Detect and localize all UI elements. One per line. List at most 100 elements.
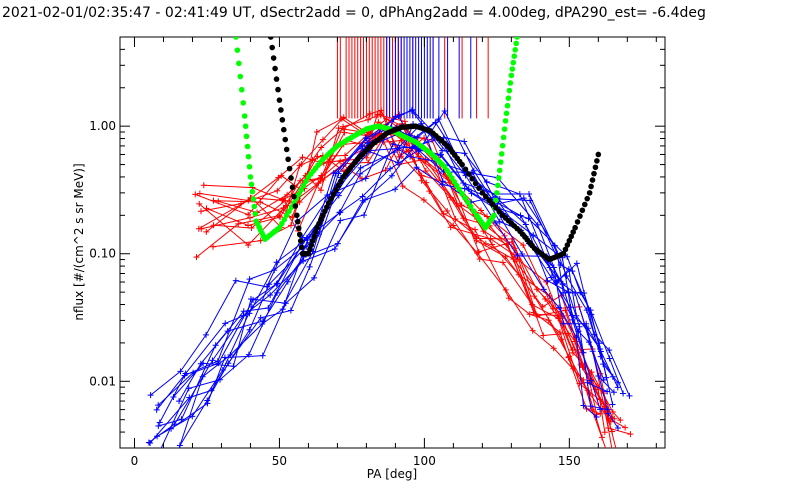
red-series-point xyxy=(340,114,347,121)
black-curve-dot xyxy=(579,207,586,214)
green-curve-dot xyxy=(250,196,257,202)
green-curve-dot xyxy=(241,113,248,119)
red-series-point xyxy=(278,172,285,179)
green-curve-dot xyxy=(508,72,515,79)
green-curve-dot xyxy=(514,37,520,40)
blue-series-point xyxy=(567,304,574,311)
blue-series-point xyxy=(441,108,448,115)
blue-series-point xyxy=(266,281,273,288)
blue-series-point xyxy=(496,218,503,225)
blue-series-point xyxy=(267,291,274,298)
blue-series-point xyxy=(173,454,179,460)
blue-series-point xyxy=(603,374,610,381)
blue-series-point xyxy=(559,280,566,287)
blue-series-point xyxy=(311,274,318,281)
blue-series-point xyxy=(274,280,281,287)
blue-series-point xyxy=(614,384,621,391)
red-series-point xyxy=(543,278,550,285)
blue-series-point xyxy=(614,425,621,432)
green-curve-dot xyxy=(238,86,245,93)
green-curve-dot xyxy=(244,143,251,150)
red-series-point xyxy=(277,214,284,221)
red-series-point xyxy=(447,194,454,201)
black-curve-dot xyxy=(479,190,486,196)
green-curve-dot xyxy=(510,59,517,66)
green-curve-dot xyxy=(279,220,285,227)
black-curve-dot xyxy=(292,203,299,209)
green-curve-dot xyxy=(246,163,253,170)
red-series-point xyxy=(200,182,207,189)
black-curve-dot xyxy=(595,151,602,158)
black-curve-dot xyxy=(275,86,281,93)
green-curve-dot xyxy=(295,191,302,198)
blue-series-point xyxy=(362,175,369,182)
green-curve-dot xyxy=(500,134,507,141)
blue-series-point xyxy=(597,353,604,360)
red-series-point xyxy=(378,107,385,114)
blue-series-point xyxy=(540,286,547,293)
blue-series-point xyxy=(150,463,156,469)
black-curve-dot xyxy=(325,200,332,206)
green-curve-dot xyxy=(240,100,247,106)
black-curve-dot xyxy=(476,185,482,191)
black-curve-dot xyxy=(307,246,313,253)
red-series-point xyxy=(196,200,203,207)
green-curve-dot xyxy=(303,178,309,185)
green-curve-dot xyxy=(493,197,499,204)
red-series-point xyxy=(399,183,406,190)
red-series-trace xyxy=(200,116,601,415)
red-series-point xyxy=(245,211,252,218)
red-series-point xyxy=(376,111,383,118)
red-series-point xyxy=(627,431,634,438)
red-series-point xyxy=(248,224,255,231)
blue-series-point xyxy=(597,406,604,413)
black-curve-dot xyxy=(308,242,315,248)
red-series-point xyxy=(315,180,322,187)
red-series-point xyxy=(209,243,216,250)
green-curve-dot xyxy=(507,80,514,86)
blue-series-point xyxy=(330,170,337,177)
black-curve-dot xyxy=(568,233,575,240)
blue-series-point xyxy=(274,289,281,296)
red-series-point xyxy=(317,187,324,194)
red-series-point xyxy=(282,197,289,204)
black-curve-dot xyxy=(294,212,300,219)
blue-series-point xyxy=(232,277,239,284)
black-curve-dot xyxy=(466,171,472,177)
green-curve-dot xyxy=(459,190,465,197)
red-series-point xyxy=(606,456,612,462)
green-curve-dot xyxy=(234,47,241,53)
green-curve xyxy=(233,37,520,242)
red-series-point xyxy=(203,228,210,235)
red-series-point xyxy=(418,172,425,179)
green-curve-dot xyxy=(243,133,250,140)
red-series-point xyxy=(319,136,326,143)
y-axis-label: nflux [#/(cm^2 s sr MeV)] xyxy=(72,163,86,320)
blue-series-point xyxy=(563,273,570,280)
blue-series-point xyxy=(147,392,154,399)
black-curve-dot xyxy=(472,180,479,187)
blue-series-point xyxy=(287,307,294,314)
red-series-point xyxy=(299,154,306,161)
green-curve-dot xyxy=(251,203,258,210)
red-series-point xyxy=(313,128,320,135)
green-curve-dot xyxy=(467,203,474,210)
blue-series-trace xyxy=(149,136,601,444)
red-series-point xyxy=(515,271,522,278)
black-curve-dot xyxy=(486,197,492,204)
red-series-point xyxy=(341,129,348,136)
black-curve-dot xyxy=(594,158,600,164)
blue-series-point xyxy=(212,342,219,349)
blue-series-point xyxy=(214,358,221,365)
black-curve-dot xyxy=(589,177,596,183)
green-curve-dot xyxy=(248,181,255,188)
red-series-point xyxy=(530,309,537,316)
green-curve-dot xyxy=(494,190,500,196)
blue-series-point xyxy=(514,252,521,259)
blue-series-point xyxy=(389,141,396,148)
blue-series-point xyxy=(361,212,368,219)
blue-series-point xyxy=(246,276,253,283)
red-series-trace xyxy=(195,113,598,415)
black-curve-dot xyxy=(562,246,569,253)
